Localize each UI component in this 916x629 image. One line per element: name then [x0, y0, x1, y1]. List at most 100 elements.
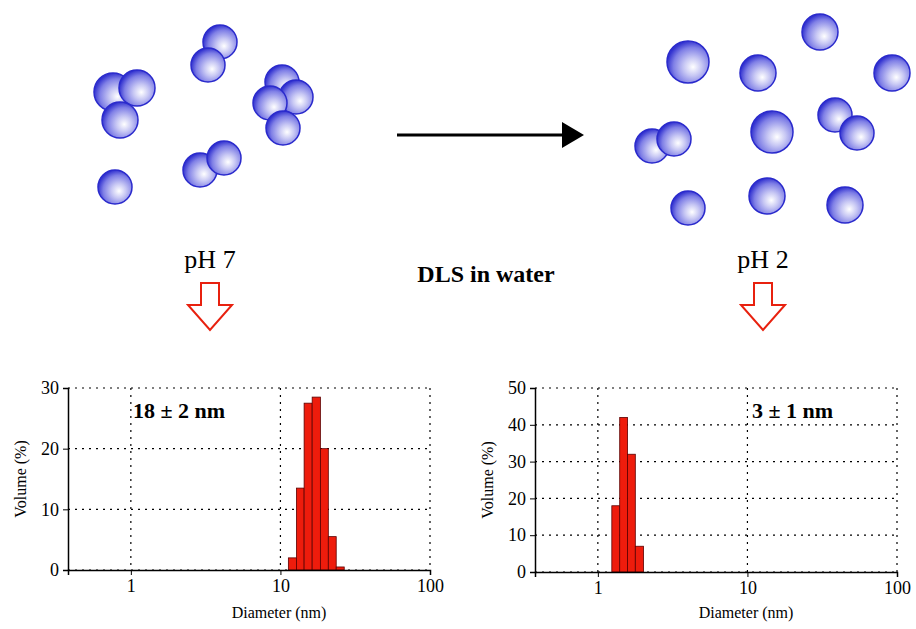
tick-label: 10 — [41, 500, 59, 520]
grid-line — [896, 388, 897, 572]
tick: 1 — [594, 572, 603, 598]
particle — [671, 191, 705, 225]
tick-mark — [63, 449, 68, 450]
tick-mark — [63, 509, 68, 510]
tick-label: 30 — [508, 452, 526, 472]
tick-label: 10 — [272, 576, 290, 596]
tick-mark — [63, 570, 68, 571]
figure: pH 7DLS in waterpH 21101000102030Diamete… — [0, 0, 916, 629]
grid-line — [535, 498, 897, 499]
condition-label: pH 7 — [184, 245, 235, 274]
y-axis: 0 10 20 30 40 50 — [508, 378, 536, 582]
tick-label: 100 — [417, 576, 444, 596]
particle — [667, 41, 709, 83]
grid-line — [68, 509, 430, 510]
tick: 30 — [41, 378, 68, 398]
particle — [266, 111, 300, 145]
histogram-bar — [635, 546, 643, 572]
histogram-bar — [296, 488, 304, 570]
tick-mark — [530, 462, 535, 463]
tick: 40 — [508, 415, 535, 435]
y-axis-title: Volume (%) — [479, 441, 497, 518]
particle — [191, 48, 225, 82]
grid-line — [747, 388, 748, 572]
tick: 100 — [417, 570, 444, 596]
down-arrow — [188, 283, 232, 330]
histogram-bar — [304, 403, 312, 570]
x-axis-title: Diameter (nm) — [232, 604, 327, 622]
grid-line — [280, 388, 281, 570]
tick-mark — [598, 572, 599, 577]
tick-mark — [430, 570, 431, 575]
tick-mark — [530, 572, 535, 573]
y-axis: 0 10 20 30 — [41, 378, 69, 580]
tick-label: 40 — [508, 415, 526, 435]
tick: 0 — [50, 560, 68, 580]
particle — [740, 55, 776, 91]
annotation: 18 ± 2 nm — [133, 398, 225, 423]
axis-line — [536, 573, 898, 578]
bars — [288, 397, 344, 570]
tick: 0 — [517, 562, 535, 582]
histogram-bar — [288, 558, 296, 570]
particle — [98, 170, 132, 204]
condition-label: pH 2 — [737, 245, 788, 274]
tick-mark — [747, 572, 748, 577]
particles-ph7 — [94, 25, 313, 204]
particle — [119, 70, 155, 106]
y-axis-title: Volume (%) — [12, 440, 30, 517]
particles-ph2 — [635, 14, 910, 225]
x-axis: 1 10 100 — [69, 570, 445, 596]
tick: 50 — [508, 378, 535, 398]
diagram: pH 7DLS in waterpH 2 — [94, 14, 910, 330]
particle — [874, 55, 910, 91]
tick: 10 — [508, 525, 535, 545]
tick-label: 0 — [517, 562, 526, 582]
chart-panel: 1 10 100 0 10 20 30 Diameter (nm) Volume (%) 18 ±… — [12, 378, 444, 622]
tick-mark — [530, 535, 535, 536]
axis-line — [530, 389, 536, 573]
histogram-bar — [620, 417, 628, 572]
histogram-bar — [612, 506, 620, 572]
particle — [827, 187, 863, 223]
tick-mark — [530, 498, 535, 499]
tick-label: 0 — [50, 560, 59, 580]
grid-line — [535, 461, 897, 462]
tick: 20 — [508, 489, 535, 509]
histogram-bar — [628, 454, 636, 572]
histogram-bar — [320, 449, 328, 570]
grid — [535, 388, 897, 572]
x-axis-title: Diameter (nm) — [699, 604, 794, 622]
tick-label: 20 — [508, 489, 526, 509]
tick-mark — [280, 570, 281, 575]
tick-label: 10 — [739, 578, 757, 598]
grid-line — [68, 448, 430, 449]
axis-line — [69, 571, 431, 576]
particle — [657, 122, 691, 156]
histogram-bar — [328, 537, 336, 570]
particle — [840, 116, 874, 150]
particle — [751, 111, 793, 153]
tick-label: 50 — [508, 378, 526, 398]
tick-label: 30 — [41, 378, 59, 398]
annotation: 3 ± 1 nm — [752, 398, 833, 423]
arrow-head — [562, 122, 584, 148]
tick-label: 1 — [594, 578, 603, 598]
axis-line — [63, 389, 69, 571]
tick: 20 — [41, 439, 68, 459]
bars — [612, 417, 644, 572]
tick-mark — [63, 388, 68, 389]
tick: 10 — [41, 500, 68, 520]
histogram-bar — [312, 397, 320, 570]
tick-mark — [530, 425, 535, 426]
tick-mark — [131, 570, 132, 575]
arrow-shaft — [397, 134, 566, 137]
particle — [102, 102, 138, 138]
particle — [207, 141, 241, 175]
grid-line — [597, 388, 598, 572]
tick-label: 1 — [127, 576, 136, 596]
tick-label: 10 — [508, 525, 526, 545]
down-arrow — [741, 283, 785, 330]
grid-line — [68, 387, 430, 388]
tick-label: 20 — [41, 439, 59, 459]
